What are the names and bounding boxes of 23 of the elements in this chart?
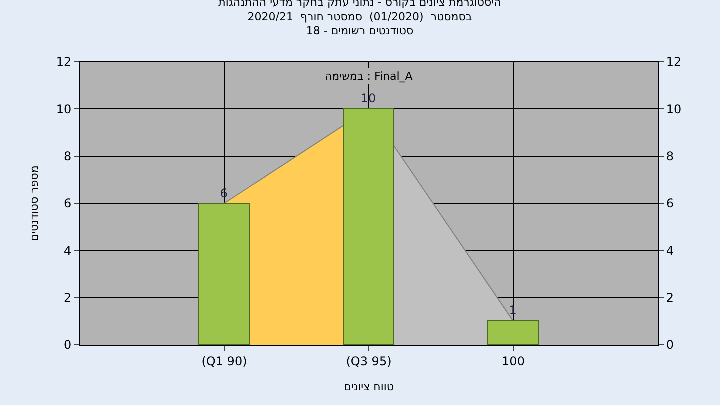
x-tick-label: (Q3 95) xyxy=(346,354,392,368)
bar xyxy=(487,320,539,345)
chart-title: היסטוגרמת ציונים בקורס - נתוני עתק בחקר מדעי ההתנהגות בסמסטר (01/2020) סמסטר חורף 2020/21 סטודנטים רשומים - 18 xyxy=(218,0,502,38)
y-axis-title: מספר סטודנטים xyxy=(28,166,41,242)
annotation: במשימה : Final_A xyxy=(325,70,414,83)
y-tick-label: 0 xyxy=(64,338,72,352)
y-tick-label: 2 xyxy=(64,291,72,306)
y-tick-label: 10 xyxy=(56,102,72,116)
y2-tick-label: 0 xyxy=(666,338,674,352)
x-axis-title: טווח ציונים xyxy=(344,380,394,394)
y-tick-label: 4 xyxy=(64,244,72,258)
y-tick-label: 8 xyxy=(64,150,72,164)
y2-tick-label: 8 xyxy=(666,150,674,164)
y-tick-label: 12 xyxy=(56,55,72,70)
y2-tick-label: 6 xyxy=(666,196,674,211)
y-tick-label: 6 xyxy=(64,196,72,211)
y2-tick-label: 12 xyxy=(666,55,682,70)
x-tick-label: 100 xyxy=(502,354,525,368)
y2-tick-label: 4 xyxy=(666,244,674,258)
x-tick-label: (Q1 90) xyxy=(202,354,248,368)
y2-tick-label: 10 xyxy=(666,102,682,116)
bar xyxy=(198,203,250,345)
y2-tick-label: 2 xyxy=(666,291,674,306)
